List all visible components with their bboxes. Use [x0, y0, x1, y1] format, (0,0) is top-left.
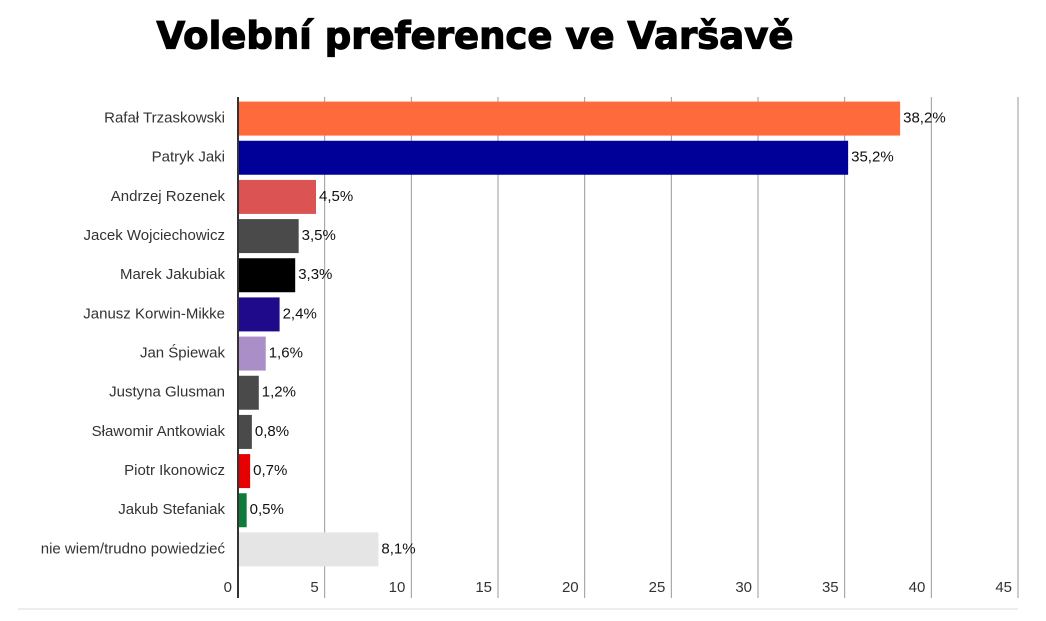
value-label: 1,2% — [262, 384, 296, 401]
y-tick-label: Justyna Glusman — [109, 384, 225, 401]
value-label: 1,6% — [269, 345, 303, 362]
y-tick-label: Patryk Jaki — [152, 149, 225, 166]
y-tick-label: Andrzej Rozenek — [111, 188, 226, 205]
value-label: 0,5% — [250, 501, 284, 518]
bar — [238, 454, 251, 489]
value-label: 4,5% — [319, 188, 353, 205]
y-tick-label: Sławomir Antkowiak — [92, 423, 226, 440]
bar — [238, 493, 247, 528]
value-label: 3,5% — [302, 227, 336, 244]
value-label: 2,4% — [283, 305, 317, 322]
bar — [238, 375, 259, 410]
x-tick-label: 40 — [909, 579, 926, 596]
value-label: 0,8% — [255, 423, 289, 440]
x-tick-label: 0 — [224, 579, 232, 596]
chart-title: Volební preference ve Varšavě — [157, 15, 794, 58]
bar — [238, 179, 316, 214]
y-tick-label: Jan Śpiewak — [140, 344, 226, 362]
bar — [238, 101, 901, 136]
value-label: 8,1% — [381, 540, 415, 557]
y-tick-label: Jakub Stefaniak — [118, 501, 225, 518]
y-tick-label: Piotr Ikonowicz — [124, 462, 225, 479]
x-tick-label: 25 — [649, 579, 666, 596]
y-tick-label: Janusz Korwin-Mikke — [83, 305, 225, 322]
bar — [238, 336, 266, 371]
bar — [238, 258, 296, 293]
bar — [238, 140, 849, 175]
x-tick-label: 15 — [475, 579, 492, 596]
value-label: 3,3% — [298, 266, 332, 283]
x-tick-label: 10 — [389, 579, 406, 596]
bar — [238, 297, 280, 332]
x-tick-label: 35 — [822, 579, 839, 596]
value-label: 38,2% — [903, 110, 946, 127]
bar — [238, 532, 379, 567]
x-tick-label: 30 — [735, 579, 752, 596]
y-tick-label: nie wiem/trudno powiedzieć — [41, 540, 226, 557]
x-tick-label: 45 — [995, 579, 1012, 596]
y-tick-label: Marek Jakubiak — [120, 266, 226, 283]
x-tick-label: 5 — [310, 579, 318, 596]
bar — [238, 219, 299, 254]
y-tick-label: Jacek Wojciechowicz — [84, 227, 225, 244]
bar — [238, 414, 252, 449]
x-tick-label: 20 — [562, 579, 579, 596]
y-tick-label: Rafał Trzaskowski — [104, 110, 225, 127]
value-label: 35,2% — [851, 149, 894, 166]
value-label: 0,7% — [253, 462, 287, 479]
